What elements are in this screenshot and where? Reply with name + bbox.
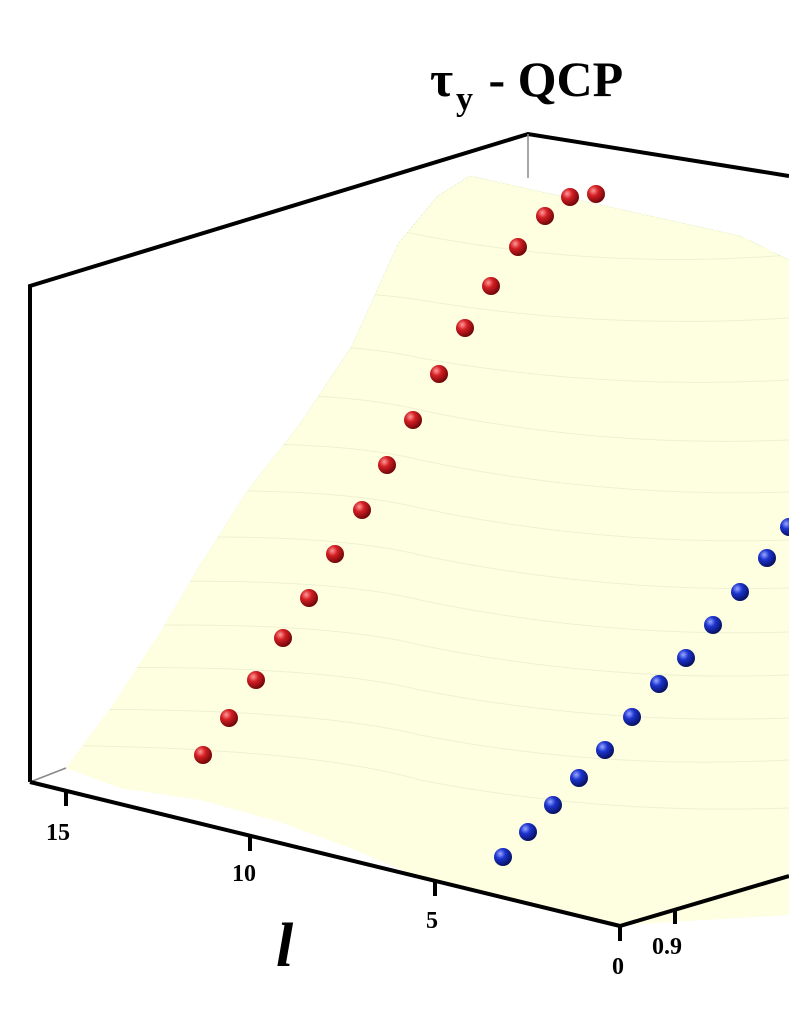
red-point-12 <box>509 238 527 256</box>
blue-point-11 <box>780 518 789 536</box>
blue-point-4 <box>596 741 614 759</box>
blue-point-9 <box>731 583 749 601</box>
box-floor-edge <box>29 767 67 783</box>
x-tick-label-5: 5 <box>426 908 438 934</box>
surface-contour-3 <box>66 667 789 720</box>
red-point-14 <box>561 188 579 206</box>
y-axis-line <box>619 874 789 928</box>
x-tick-label-15: 15 <box>46 820 70 846</box>
title-suffix: - QCP <box>476 51 623 107</box>
blue-point-0 <box>494 848 512 866</box>
surface-contour-1 <box>66 744 789 810</box>
title-subscript: y <box>456 81 473 118</box>
blue-point-8 <box>704 616 722 634</box>
series-red <box>194 185 605 764</box>
tick-labels: 15 10 5 0 0.9 <box>46 820 682 980</box>
box-back-edge-left <box>28 131 789 782</box>
red-point-9 <box>430 365 448 383</box>
box-frame <box>28 131 789 783</box>
surface-contour-2 <box>66 708 789 763</box>
front-axes <box>29 780 789 941</box>
red-point-3 <box>274 629 292 647</box>
red-point-15 <box>587 185 605 203</box>
blue-point-1 <box>519 823 537 841</box>
blue-point-5 <box>623 708 641 726</box>
x-axis-label: l <box>276 912 294 980</box>
red-point-1 <box>220 709 238 727</box>
red-point-8 <box>404 411 422 429</box>
x-axis-line <box>29 780 621 928</box>
red-point-4 <box>300 589 318 607</box>
blue-point-10 <box>758 549 776 567</box>
surface-band-11 <box>66 176 789 260</box>
title-tau: τ <box>430 51 453 107</box>
blue-point-6 <box>650 675 668 693</box>
blue-point-2 <box>544 796 562 814</box>
blue-point-7 <box>677 649 695 667</box>
surface-contour-4 <box>66 624 789 677</box>
red-point-13 <box>536 207 554 225</box>
x-tick-label-0: 0 <box>612 954 624 980</box>
red-point-6 <box>353 501 371 519</box>
red-point-11 <box>482 277 500 295</box>
blue-point-3 <box>570 769 588 787</box>
red-point-7 <box>378 456 396 474</box>
red-point-10 <box>456 319 474 337</box>
red-point-2 <box>247 671 265 689</box>
y-tick-label-0.9: 0.9 <box>652 934 682 960</box>
x-tick-label-10: 10 <box>232 861 256 887</box>
red-point-5 <box>326 545 344 563</box>
red-point-0 <box>194 746 212 764</box>
chart-title: τ y - QCP <box>430 51 623 118</box>
series-blue <box>494 518 789 866</box>
